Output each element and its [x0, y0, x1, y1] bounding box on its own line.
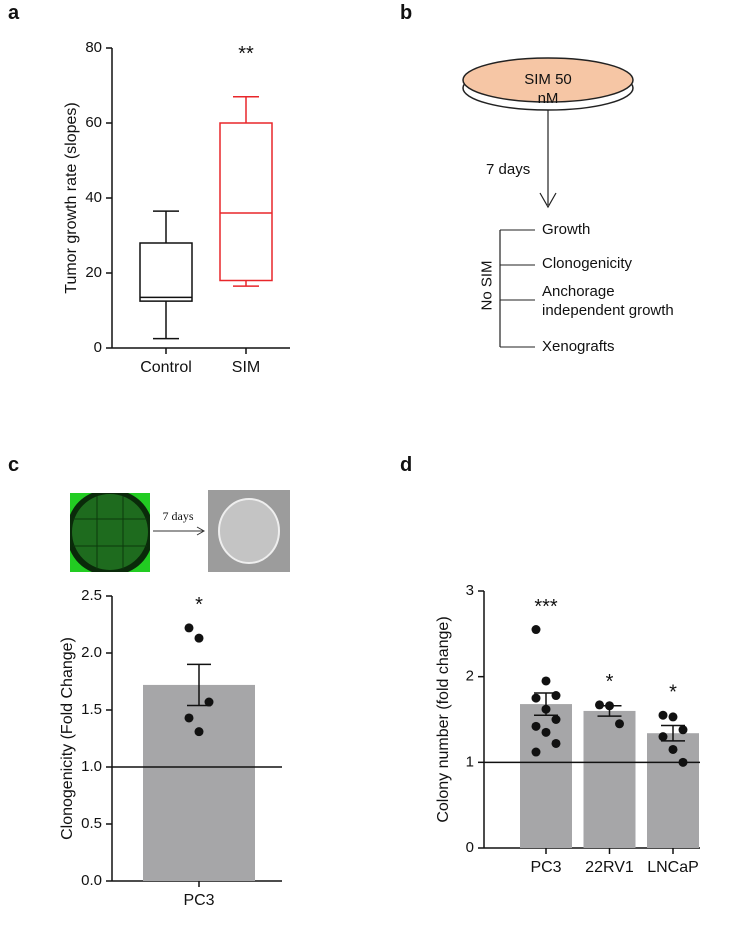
- panel-label: d: [400, 454, 413, 476]
- data-point: [531, 693, 541, 703]
- data-point: [541, 704, 551, 714]
- dish-label: SIM 50 nM: [524, 71, 572, 107]
- y-tick-label: 2.5: [81, 587, 102, 604]
- x-tick-label: LNCaP: [647, 859, 699, 876]
- data-point: [668, 744, 678, 754]
- significance: ***: [534, 596, 558, 618]
- bar: [583, 710, 636, 848]
- y-tick-label: 0: [94, 339, 102, 356]
- data-point: [531, 747, 541, 757]
- data-point: [541, 727, 551, 737]
- bar: [520, 704, 572, 848]
- box: [139, 242, 193, 302]
- y-tick-label: 1.5: [81, 701, 102, 718]
- y-tick-label: 3: [466, 582, 474, 599]
- significance: *: [669, 681, 677, 703]
- arrow-label: 7 days: [486, 161, 531, 178]
- y-tick-label: 60: [85, 114, 102, 131]
- outcome: Xenografts: [542, 338, 615, 355]
- data-point: [551, 691, 561, 701]
- y-tick-label: 0: [466, 839, 474, 856]
- data-point: [194, 727, 204, 737]
- y-axis-title: Colony number (fold change): [435, 616, 452, 822]
- well-corners: [70, 493, 150, 572]
- panel-label: c: [8, 454, 20, 476]
- panel-label: a: [8, 2, 20, 24]
- y-tick-label: 1: [466, 753, 474, 770]
- y-tick-label: 0.0: [81, 872, 102, 889]
- x-tick-label: PC3: [530, 859, 561, 876]
- data-point: [184, 713, 194, 723]
- inset-arrow-head: [196, 526, 206, 536]
- data-point: [615, 719, 624, 729]
- data-point: [531, 625, 541, 635]
- inset-label: 7 days: [163, 509, 194, 523]
- data-point: [204, 697, 214, 707]
- x-tick-label: 22RV1: [585, 859, 634, 876]
- y-tick-label: 80: [85, 39, 102, 56]
- data-point: [678, 757, 688, 767]
- y-tick-label: 1.0: [81, 758, 102, 775]
- arrow-head: [539, 192, 557, 209]
- data-point: [678, 725, 688, 735]
- data-point: [551, 738, 561, 748]
- panel-label: b: [400, 2, 413, 24]
- bar: [143, 684, 255, 881]
- data-point: [531, 721, 541, 731]
- significance: **: [238, 43, 254, 65]
- cell-colony: [218, 498, 280, 564]
- data-point: [668, 712, 678, 722]
- x-tick-label: SIM: [232, 359, 260, 376]
- data-point: [658, 732, 668, 742]
- data-point: [595, 700, 604, 710]
- y-tick-label: 2: [466, 668, 474, 685]
- y-axis-title: Tumor growth rate (slopes): [63, 102, 80, 293]
- x-tick-label: PC3: [183, 892, 214, 909]
- outcome: Anchorage independent growth: [542, 283, 674, 319]
- data-point: [194, 633, 204, 643]
- y-tick-label: 40: [85, 189, 102, 206]
- outcome: Clonogenicity: [542, 255, 633, 272]
- dish: [462, 57, 634, 103]
- data-point: [658, 710, 668, 720]
- x-tick-label: Control: [140, 359, 192, 376]
- y-tick-label: 0.5: [81, 815, 102, 832]
- y-tick-label: 2.0: [81, 644, 102, 661]
- box: [219, 122, 273, 282]
- outcome: Growth: [542, 221, 591, 238]
- y-tick-label: 20: [85, 264, 102, 281]
- data-point: [541, 676, 551, 686]
- significance: *: [195, 594, 203, 616]
- data-point: [605, 701, 614, 711]
- data-point: [184, 623, 194, 633]
- group-label: No SIM: [478, 260, 496, 311]
- y-axis-title: Clonogenicity (Fold Change): [59, 637, 76, 840]
- data-point: [551, 715, 561, 724]
- well-image-circle: [72, 494, 148, 570]
- significance: *: [606, 671, 614, 693]
